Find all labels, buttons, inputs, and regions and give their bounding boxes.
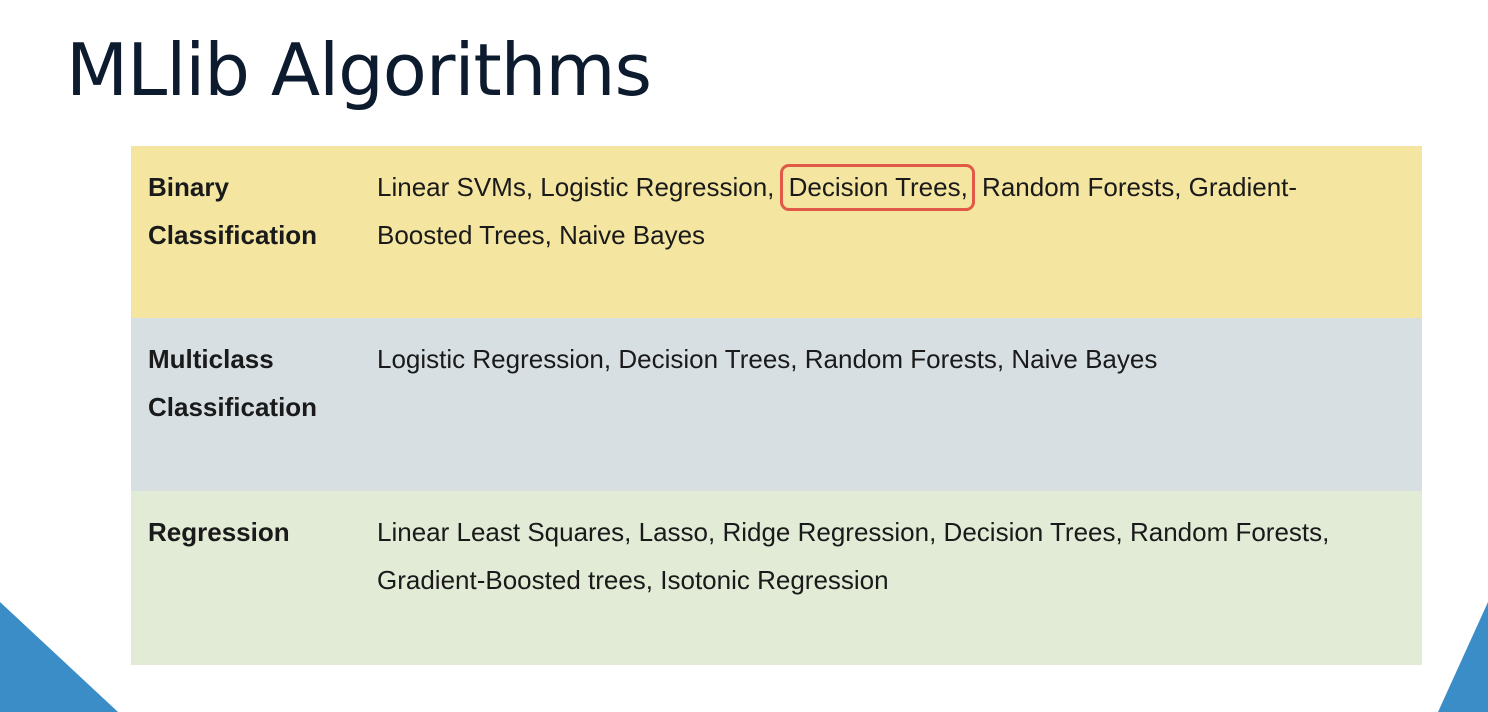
- row-label-line: Multiclass: [148, 344, 274, 374]
- algorithms-table: Binary Classification Linear SVMs, Logis…: [131, 146, 1422, 665]
- corner-decoration-right: [1438, 602, 1488, 712]
- table-row-binary-classification: Binary Classification Linear SVMs, Logis…: [131, 146, 1422, 318]
- row-algorithms: Linear SVMs, Logistic Regression, Decisi…: [377, 163, 1387, 259]
- row-label-line: Classification: [148, 220, 318, 250]
- algorithms-text: Random Forests, Gradient-Boosted Trees, …: [377, 172, 1298, 250]
- slide-title: MLlib Algorithms: [66, 28, 652, 112]
- table-row-multiclass-classification: Multiclass Classification Logistic Regre…: [131, 318, 1422, 491]
- algorithms-text: Linear SVMs, Logistic Regression,: [377, 172, 782, 202]
- row-label: Binary Classification: [148, 163, 358, 259]
- table-row-regression: Regression Linear Least Squares, Lasso, …: [131, 491, 1422, 665]
- row-label-line: Regression: [148, 517, 290, 547]
- row-label: Multiclass Classification: [148, 335, 358, 431]
- highlighted-algorithm: Decision Trees,: [779, 164, 975, 211]
- row-label-line: Binary: [148, 172, 229, 202]
- corner-decoration-left: [0, 602, 118, 712]
- row-label-line: Classification: [148, 392, 318, 422]
- row-label: Regression: [148, 508, 358, 556]
- row-algorithms: Linear Least Squares, Lasso, Ridge Regre…: [377, 517, 1330, 595]
- row-algorithms: Logistic Regression, Decision Trees, Ran…: [377, 344, 1158, 374]
